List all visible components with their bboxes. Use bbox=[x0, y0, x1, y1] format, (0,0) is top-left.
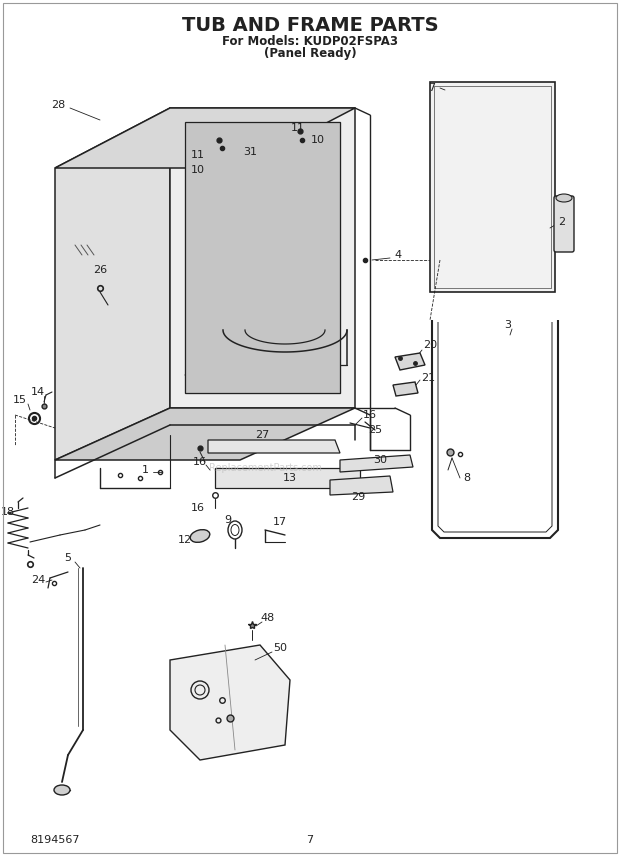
Polygon shape bbox=[55, 408, 355, 460]
Text: 16: 16 bbox=[363, 410, 377, 420]
Text: 29: 29 bbox=[351, 492, 365, 502]
Text: 1: 1 bbox=[141, 465, 149, 475]
Text: 28: 28 bbox=[51, 100, 65, 110]
Text: 50: 50 bbox=[273, 643, 287, 653]
Text: 10: 10 bbox=[191, 165, 205, 175]
Text: 48: 48 bbox=[261, 613, 275, 623]
Text: (Panel Ready): (Panel Ready) bbox=[264, 46, 356, 60]
Ellipse shape bbox=[556, 194, 572, 202]
Polygon shape bbox=[395, 353, 425, 370]
Text: 9: 9 bbox=[224, 515, 231, 525]
Text: 20: 20 bbox=[423, 340, 437, 350]
Text: 13: 13 bbox=[283, 473, 297, 483]
Polygon shape bbox=[393, 382, 418, 396]
Text: 2: 2 bbox=[559, 217, 565, 227]
Text: 10: 10 bbox=[311, 135, 325, 145]
Text: 15: 15 bbox=[13, 395, 27, 405]
Text: 25: 25 bbox=[368, 425, 382, 435]
Text: 8194567: 8194567 bbox=[30, 835, 79, 845]
Text: 11: 11 bbox=[191, 150, 205, 160]
Polygon shape bbox=[330, 476, 393, 495]
Text: 4: 4 bbox=[394, 250, 402, 260]
Text: 31: 31 bbox=[243, 147, 257, 157]
Text: 7: 7 bbox=[306, 835, 314, 845]
Text: 8: 8 bbox=[463, 473, 471, 483]
Polygon shape bbox=[340, 455, 413, 472]
Text: 17: 17 bbox=[273, 517, 287, 527]
Text: 5: 5 bbox=[64, 553, 71, 563]
Text: 27: 27 bbox=[255, 430, 269, 440]
FancyBboxPatch shape bbox=[554, 196, 574, 252]
Text: 11: 11 bbox=[291, 123, 305, 133]
Ellipse shape bbox=[190, 530, 210, 543]
Text: 12: 12 bbox=[178, 535, 192, 545]
Text: 16: 16 bbox=[193, 457, 207, 467]
Ellipse shape bbox=[54, 785, 70, 795]
Polygon shape bbox=[430, 82, 555, 292]
Text: ReplacementParts.com: ReplacementParts.com bbox=[208, 463, 321, 473]
Polygon shape bbox=[55, 108, 355, 168]
Text: 24: 24 bbox=[31, 575, 45, 585]
Polygon shape bbox=[55, 108, 170, 460]
Text: TUB AND FRAME PARTS: TUB AND FRAME PARTS bbox=[182, 15, 438, 34]
Text: For Models: KUDP02FSPA3: For Models: KUDP02FSPA3 bbox=[222, 34, 398, 47]
Polygon shape bbox=[215, 468, 360, 488]
Text: 7: 7 bbox=[428, 83, 436, 93]
Polygon shape bbox=[170, 645, 290, 760]
Text: 3: 3 bbox=[505, 320, 511, 330]
Text: 18: 18 bbox=[1, 507, 15, 517]
Text: 21: 21 bbox=[421, 373, 435, 383]
Text: 16: 16 bbox=[191, 503, 205, 513]
Polygon shape bbox=[208, 440, 340, 453]
Text: 14: 14 bbox=[31, 387, 45, 397]
Polygon shape bbox=[170, 108, 355, 408]
Text: 30: 30 bbox=[373, 455, 387, 465]
Text: 26: 26 bbox=[93, 265, 107, 275]
Polygon shape bbox=[185, 122, 340, 393]
